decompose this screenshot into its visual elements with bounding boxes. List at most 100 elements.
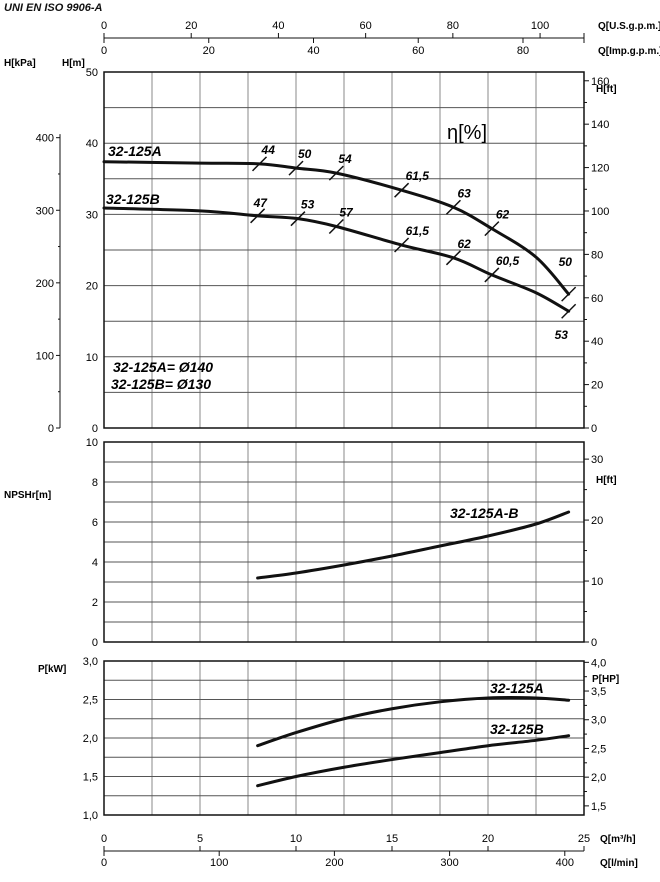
panel-frame [103, 660, 585, 816]
impgpm-tick-label: 0 [101, 45, 107, 57]
y-tick-label: 30 [86, 209, 98, 221]
npsh-ft-axis-title: H[ft] [596, 475, 617, 486]
right-axis-tick-label: 2,0 [591, 772, 606, 784]
efficiency-tick [394, 182, 410, 198]
right-axis-tick-label: 4,0 [591, 657, 606, 669]
power-axis-title: P[kW] [38, 664, 66, 675]
kpa-tick-label: 100 [36, 350, 54, 362]
efficiency-tick [484, 267, 500, 283]
lmin-tick-label: 200 [325, 857, 343, 869]
y-tick-label: 10 [86, 352, 98, 364]
impeller-note: 32-125B= Ø130 [111, 376, 211, 392]
y-tick-label: 2,5 [83, 695, 98, 707]
impgpm-tick-label: 80 [517, 45, 529, 57]
m3h-tick-label: 10 [290, 833, 302, 845]
kpa-tick-label: 0 [48, 423, 54, 435]
y-tick-label: 6 [92, 517, 98, 529]
y-tick-label: 8 [92, 477, 98, 489]
lmin-tick-label: 100 [210, 857, 228, 869]
usgpm-tick-label: 60 [360, 20, 372, 32]
right-axis-tick-label: 140 [591, 119, 609, 131]
curve-label-npsh: 32-125A-B [450, 505, 518, 521]
usgpm-tick-label: 100 [531, 20, 549, 32]
curve-label-power-A: 32-125A [490, 680, 544, 696]
efficiency-label: 61,5 [406, 169, 430, 183]
head-curve-32-125B [102, 206, 571, 313]
right-axis-tick-label: 100 [591, 206, 609, 218]
lmin-tick-label: 400 [556, 857, 574, 869]
impgpm-tick-label: 20 [203, 45, 215, 57]
right-axis-tick-label: 2,5 [591, 743, 606, 755]
efficiency-label: 62 [496, 208, 510, 222]
efficiency-tick [445, 199, 461, 215]
right-axis-tick-label: 40 [591, 336, 603, 348]
right-axis-tick-label: 20 [591, 380, 603, 392]
kpa-tick-label: 400 [36, 133, 54, 145]
right-axis-tick-label: 30 [591, 454, 603, 466]
panel-frame [103, 441, 585, 643]
efficiency-label: 60,5 [496, 254, 520, 268]
y-tick-label: 2 [92, 597, 98, 609]
m3h-tick-label: 20 [482, 833, 494, 845]
y-tick-label: 40 [86, 138, 98, 150]
efficiency-label: 63 [457, 186, 471, 200]
usgpm-tick-label: 20 [185, 20, 197, 32]
efficiency-label: 54 [338, 152, 352, 166]
efficiency-tick [250, 208, 266, 224]
efficiency-label: 53 [301, 198, 315, 212]
kpa-tick-label: 200 [36, 278, 54, 290]
impgpm-tick-label: 40 [307, 45, 319, 57]
impeller-note: 32-125A= Ø140 [113, 359, 213, 375]
standard-label: UNI EN ISO 9906-A [4, 2, 103, 14]
power-curve-32-125A [256, 696, 571, 748]
efficiency-label: 44 [261, 143, 276, 157]
impgpm-axis-title: Q[Imp.g.p.m.] [598, 46, 660, 57]
right-axis-tick-label: 0 [591, 637, 597, 649]
m3h-axis-title: Q[m³/h] [600, 834, 636, 845]
impgpm-tick-label: 60 [412, 45, 424, 57]
m3h-tick-label: 25 [578, 833, 590, 845]
y-tick-label: 0 [92, 423, 98, 435]
right-axis-tick-label: 3,5 [591, 686, 606, 698]
efficiency-label: 50 [298, 147, 312, 161]
right-axis-tick-label: 0 [591, 423, 597, 435]
efficiency-label: 47 [253, 196, 269, 210]
efficiency-label: 62 [457, 237, 471, 251]
usgpm-tick-label: 0 [101, 20, 107, 32]
efficiency-label: 61,5 [406, 224, 430, 238]
power-curve-32-125B [256, 734, 571, 788]
y-tick-label: 20 [86, 281, 98, 293]
y-tick-label: 4 [92, 557, 98, 569]
efficiency-tick [445, 250, 461, 266]
power-hp-axis-title: P[HP] [592, 674, 619, 685]
curve-label-32-125B: 32-125B [106, 191, 160, 207]
y-tick-label: 0 [92, 637, 98, 649]
right-axis-tick-label: 1,5 [591, 801, 606, 813]
usgpm-tick-label: 80 [447, 20, 459, 32]
lmin-axis-title: Q[l/min] [600, 858, 638, 869]
right-axis-tick-label: 120 [591, 163, 609, 175]
head-ft-axis-title: H[ft] [596, 84, 617, 95]
efficiency-tick [394, 237, 410, 253]
right-axis-tick-label: 160 [591, 76, 609, 88]
efficiency-label: 50 [559, 255, 573, 269]
efficiency-unit-label: η[%] [447, 122, 487, 144]
right-axis-tick-label: 20 [591, 515, 603, 527]
y-tick-label: 1,5 [83, 772, 98, 784]
usgpm-tick-label: 40 [272, 20, 284, 32]
efficiency-tick [328, 165, 344, 181]
efficiency-tick [251, 156, 268, 172]
efficiency-tick [561, 286, 577, 302]
m3h-tick-label: 0 [101, 833, 107, 845]
efficiency-tick [288, 160, 304, 176]
right-axis-tick-label: 80 [591, 249, 603, 261]
efficiency-label: 53 [555, 328, 569, 342]
y-tick-label: 1,0 [83, 810, 98, 822]
right-axis-tick-label: 3,0 [591, 715, 606, 727]
efficiency-tick [328, 218, 344, 235]
lmin-tick-label: 300 [440, 857, 458, 869]
y-tick-label: 2,0 [83, 733, 98, 745]
efficiency-tick [484, 221, 500, 237]
efficiency-tick [561, 303, 577, 319]
lmin-tick-label: 0 [101, 857, 107, 869]
